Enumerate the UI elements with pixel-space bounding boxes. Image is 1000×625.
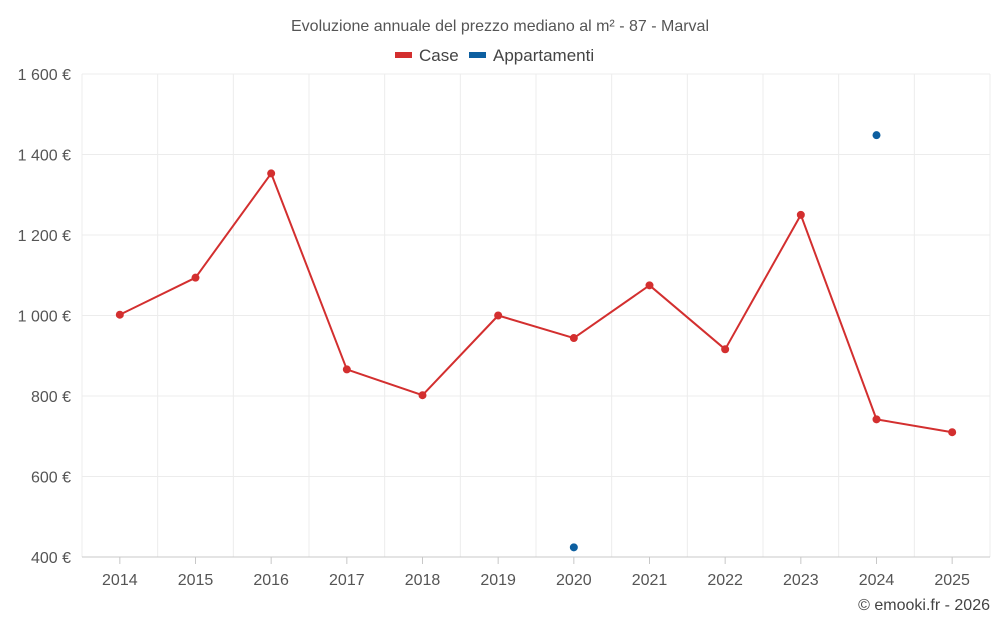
credit-text: © emooki.fr - 2026 bbox=[858, 597, 990, 614]
data-point-case[interactable] bbox=[267, 169, 276, 178]
data-point-case[interactable] bbox=[872, 415, 881, 424]
x-tick-label: 2022 bbox=[707, 572, 743, 589]
x-tick-label: 2023 bbox=[783, 572, 819, 589]
y-tick-label: 800 € bbox=[31, 389, 71, 406]
x-tick-label: 2014 bbox=[102, 572, 138, 589]
chart-title: Evoluzione annuale del prezzo mediano al… bbox=[291, 18, 709, 35]
legend-item-case[interactable]: Case bbox=[395, 46, 459, 65]
series-line-case bbox=[119, 172, 953, 434]
legend-item-appartamenti[interactable]: Appartamenti bbox=[469, 46, 594, 65]
data-point-appartamenti[interactable] bbox=[872, 131, 881, 140]
data-point-case[interactable] bbox=[115, 310, 124, 319]
data-point-case[interactable] bbox=[948, 428, 957, 437]
legend-swatch-appartamenti bbox=[469, 52, 486, 58]
data-point-case[interactable] bbox=[796, 210, 805, 219]
data-point-case[interactable] bbox=[418, 391, 427, 400]
data-point-case[interactable] bbox=[494, 311, 503, 320]
x-tick-label: 2017 bbox=[329, 572, 365, 589]
x-tick-label: 2021 bbox=[632, 572, 668, 589]
axes: 400 € 600 € 800 € 1 000 € 1 200 € 1 400 € 1 60… bbox=[18, 67, 990, 589]
y-tick-label: 1 000 € bbox=[18, 309, 71, 326]
x-tick-label: 2024 bbox=[859, 572, 895, 589]
legend: Case Appartamenti bbox=[395, 46, 594, 65]
x-tick-label: 2020 bbox=[556, 572, 592, 589]
data-point-appartamenti[interactable] bbox=[569, 543, 578, 552]
y-tick-label: 400 € bbox=[31, 550, 71, 567]
data-point-case[interactable] bbox=[342, 365, 351, 374]
series bbox=[115, 131, 957, 552]
x-tick-label: 2015 bbox=[178, 572, 214, 589]
legend-swatch-case bbox=[395, 52, 412, 58]
grid bbox=[81, 73, 991, 557]
y-tick-label: 1 400 € bbox=[18, 148, 71, 165]
data-point-case[interactable] bbox=[191, 273, 200, 282]
x-tick-label: 2016 bbox=[253, 572, 289, 589]
y-tick-label: 600 € bbox=[31, 470, 71, 487]
data-point-case[interactable] bbox=[569, 334, 578, 343]
legend-label-case: Case bbox=[419, 46, 459, 65]
data-point-case[interactable] bbox=[721, 345, 730, 354]
x-tick-label: 2018 bbox=[405, 572, 441, 589]
data-point-case[interactable] bbox=[645, 281, 654, 290]
y-tick-label: 1 600 € bbox=[18, 67, 71, 84]
x-tick-label: 2025 bbox=[934, 572, 970, 589]
y-tick-label: 1 200 € bbox=[18, 228, 71, 245]
legend-label-appartamenti: Appartamenti bbox=[493, 46, 594, 65]
x-tick-label: 2019 bbox=[480, 572, 516, 589]
